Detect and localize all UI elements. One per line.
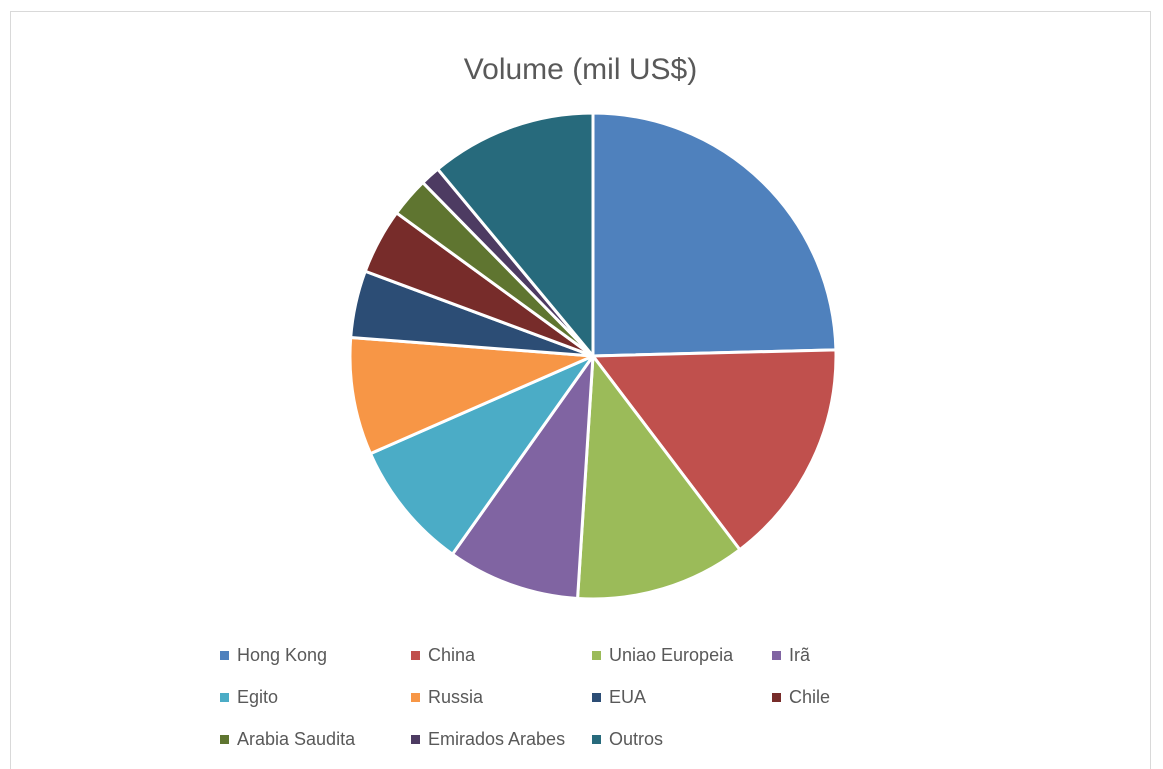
legend-item-china: China [411, 640, 475, 670]
pie-slice-egito [368, 354, 595, 556]
legend-item-uniao-europeia: Uniao Europeia [592, 640, 733, 670]
legend-swatch [772, 650, 781, 660]
legend-swatch [220, 650, 229, 660]
legend-item-eua: EUA [592, 682, 646, 712]
legend-label: Outros [609, 728, 664, 749]
legend-item-arabia-saudita: Arabia Saudita [220, 724, 355, 754]
legend-swatch [220, 692, 229, 702]
pie-slice-ira [450, 354, 595, 601]
legend-item-hong-kong: Hong Kong [220, 640, 327, 670]
pie-slice-china [591, 348, 838, 552]
chart-title: Volume (mil US$) [463, 53, 698, 86]
pie-slice-russia [348, 335, 595, 456]
legend-label: Hong Kong [237, 644, 328, 665]
legend-item-russia: Russia [411, 682, 483, 712]
legend-item-outros: Outros [592, 724, 663, 754]
legend-item-ira: Irã [772, 640, 810, 670]
legend-label: Russia [428, 686, 484, 707]
pie-slice-outros [436, 111, 595, 358]
legend-swatch [592, 650, 601, 660]
legend-swatch [411, 692, 420, 702]
legend-swatch [772, 692, 781, 702]
legend-label: Chile [789, 686, 831, 707]
pie-slice-hong-kong [591, 111, 838, 358]
legend-label: EUA [609, 686, 647, 707]
legend-swatch [220, 734, 229, 744]
legend-swatch [411, 734, 420, 744]
legend-item-chile: Chile [772, 682, 830, 712]
legend-swatch [592, 734, 601, 744]
legend-label: Egito [237, 686, 279, 707]
legend-label: Uniao Europeia [609, 644, 734, 665]
legend-label: Irã [789, 644, 811, 665]
legend-label: Arabia Saudita [237, 728, 356, 749]
legend-label: Emirados Arabes [428, 728, 566, 749]
legend-swatch [592, 692, 601, 702]
legend-swatch [411, 650, 420, 660]
pie-slice-uniao-europeia [576, 354, 742, 601]
legend-item-egito: Egito [220, 682, 278, 712]
legend-label: China [428, 644, 476, 665]
legend-item-emirados-arabes: Emirados Arabes [411, 724, 565, 754]
